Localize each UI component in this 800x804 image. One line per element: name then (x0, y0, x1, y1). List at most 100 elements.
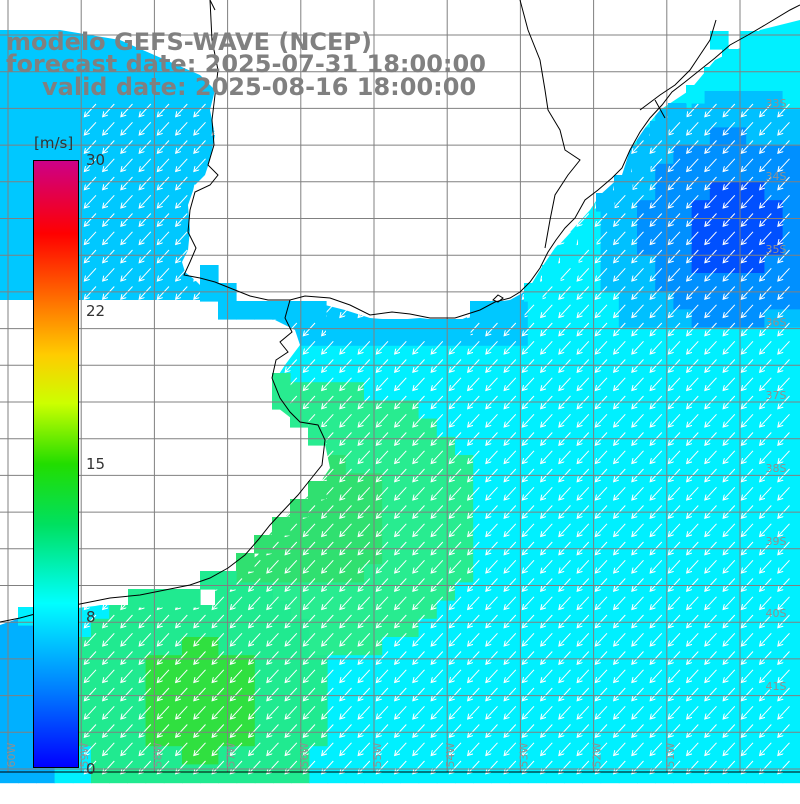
wind-arrow (450, 340, 462, 353)
wind-cell (618, 455, 638, 474)
wind-cell (600, 400, 620, 420)
wind-arrow (742, 304, 754, 317)
wind-arrow (596, 267, 608, 280)
wind-cell (236, 301, 255, 320)
wind-cell (418, 600, 438, 620)
wind-cell (436, 527, 456, 547)
wind-cell (236, 673, 256, 693)
wind-cell (491, 637, 511, 656)
wind-arrow (578, 450, 590, 463)
wind-cell (455, 345, 474, 365)
wind-arrow (176, 194, 188, 207)
wind-cell (18, 673, 37, 693)
wind-cell (418, 564, 438, 583)
wind-cell (673, 637, 693, 656)
wind-cell (746, 728, 765, 747)
wind-arrow (596, 304, 608, 317)
wind-arrow (140, 103, 152, 116)
wind-cell (596, 193, 615, 212)
wind-cell (746, 746, 765, 765)
wind-cell (560, 247, 579, 266)
wind-cell (491, 327, 511, 347)
wind-cell (345, 400, 365, 420)
wind-arrow (450, 413, 462, 426)
wind-cell (418, 637, 438, 656)
wind-cell (650, 121, 669, 140)
wind-cell (655, 145, 674, 165)
wind-arrow (85, 267, 97, 280)
wind-arrow (85, 231, 97, 244)
lat-label: 34S (766, 170, 787, 183)
wind-cell (600, 600, 620, 620)
wind-cell (109, 673, 128, 693)
wind-cell (436, 345, 456, 365)
wind-cell (473, 618, 492, 638)
wind-cell (564, 327, 583, 347)
wind-cell (655, 291, 674, 310)
wind-arrow (724, 231, 736, 244)
wind-cell (709, 473, 729, 492)
wind-cell (400, 673, 420, 693)
wind-cell (618, 309, 638, 329)
wind-arrow (122, 231, 133, 244)
wind-arrow (651, 213, 663, 226)
wind-cell (455, 418, 474, 438)
wind-cell (364, 691, 383, 711)
wind-cell (54, 72, 74, 92)
wind-cell (18, 182, 37, 201)
wind-arrow (140, 267, 152, 280)
wind-arrow (779, 304, 790, 317)
wind-arrow (578, 486, 590, 499)
wind-cell (582, 327, 602, 347)
wind-arrow (760, 176, 772, 189)
wind-cell (109, 709, 128, 729)
wind-cell (290, 301, 309, 320)
wind-cell (546, 291, 565, 310)
wind-cell (637, 273, 656, 292)
wind-cell (418, 455, 438, 474)
wind-cell (637, 564, 656, 583)
wind-cell (582, 564, 602, 583)
wind-cell (418, 764, 438, 784)
wind-arrow (779, 377, 790, 390)
wind-cell (18, 200, 37, 219)
wind-cell (600, 637, 620, 656)
wind-cell (436, 491, 456, 511)
wind-cell (709, 455, 729, 474)
wind-arrow (523, 304, 535, 317)
wind-cell (91, 637, 110, 656)
wind-cell (327, 382, 347, 401)
wind-cell (582, 473, 602, 492)
wind-arrow (450, 450, 462, 463)
wind-cell (600, 618, 620, 638)
wind-cell (673, 655, 693, 674)
wind-cell (691, 673, 711, 693)
wind-cell (637, 618, 656, 638)
wind-cell (200, 618, 219, 638)
wind-cell (778, 31, 797, 50)
wind-cell (582, 273, 602, 292)
wind-cell (618, 491, 638, 511)
wind-arrow (85, 213, 97, 226)
wind-cell (746, 345, 765, 365)
wind-cell (600, 273, 620, 292)
wind-arrow (724, 249, 736, 262)
wind-arrow (760, 121, 772, 134)
wind-cell (72, 54, 92, 74)
wind-cell (673, 254, 693, 274)
wind-cell (728, 145, 747, 165)
wind-cell (272, 301, 291, 320)
wind-cell (764, 637, 784, 656)
wind-cell (0, 655, 19, 674)
wind-cell (109, 637, 128, 656)
wind-arrow (724, 213, 736, 226)
wind-cell (345, 473, 365, 492)
wind-cell (637, 382, 656, 401)
wind-cell (673, 273, 693, 292)
wind-cell (418, 418, 438, 438)
wind-cell (272, 373, 291, 392)
wind-cell (527, 728, 547, 747)
wind-arrow (724, 176, 736, 189)
wind-arrow (651, 505, 663, 518)
